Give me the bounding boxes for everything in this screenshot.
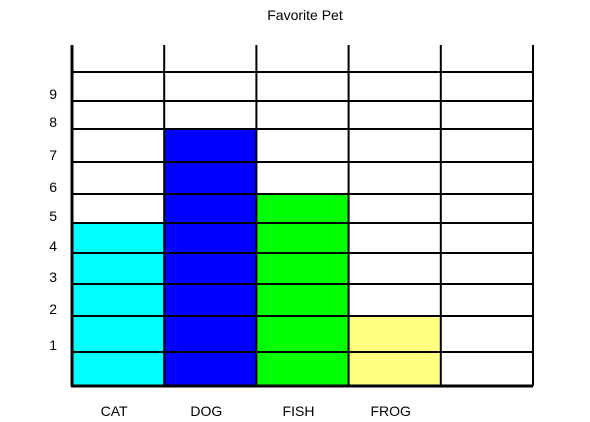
x-tick-label-frog: FROG <box>370 403 410 419</box>
y-tick-label-2: 2 <box>49 301 57 317</box>
x-tick-label-cat: CAT <box>101 403 128 419</box>
x-tick-label-dog: DOG <box>190 403 222 419</box>
bars-group <box>72 129 441 386</box>
y-tick-label-3: 3 <box>49 269 57 285</box>
bar-dog <box>164 129 257 386</box>
y-tick-label-1: 1 <box>49 337 57 353</box>
chart-title: Favorite Pet <box>267 7 343 23</box>
y-tick-label-6: 6 <box>49 179 57 195</box>
gridlines-group <box>70 45 534 388</box>
y-tick-label-5: 5 <box>49 208 57 224</box>
x-category-labels: CAT DOG FISH FROG <box>101 403 411 419</box>
bar-cat <box>72 223 165 386</box>
bar-fish <box>256 194 349 386</box>
y-tick-label-7: 7 <box>49 147 57 163</box>
y-tick-label-8: 8 <box>49 114 57 130</box>
y-tick-labels: 1 2 3 4 5 6 7 8 9 <box>49 86 57 353</box>
x-tick-label-fish: FISH <box>283 403 315 419</box>
y-tick-label-4: 4 <box>49 238 57 254</box>
y-tick-label-9: 9 <box>49 86 57 102</box>
